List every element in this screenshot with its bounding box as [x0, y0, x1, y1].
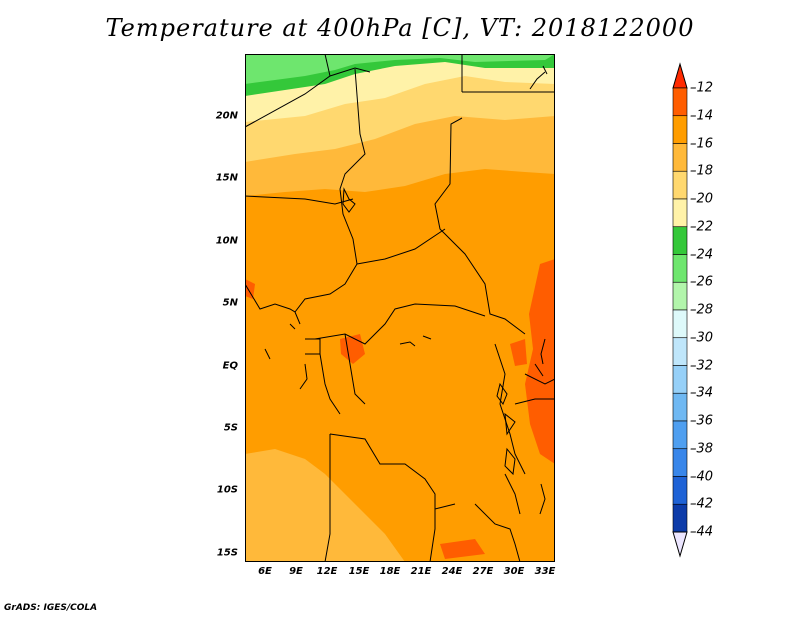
lon-label-6e: 6E: [258, 566, 272, 577]
lat-label-10n: 10N: [215, 235, 238, 247]
colorbar-swatch: [672, 503, 688, 533]
colorbar-label: –26: [690, 274, 714, 290]
field-band-26: [245, 54, 555, 84]
lon-label-9e: 9E: [289, 566, 303, 577]
colorbar-label: –28: [690, 302, 714, 318]
field-band-12-spot-2: [510, 339, 527, 366]
field-band-12-east: [525, 259, 555, 464]
lat-label-15n: 15N: [215, 172, 238, 184]
colorbar-swatch: [672, 448, 688, 477]
lon-label-15e: 15E: [348, 566, 370, 577]
colorbar-swatch: [672, 226, 688, 255]
colorbar-label: –42: [690, 496, 714, 512]
lon-label-33e: 33E: [534, 566, 556, 577]
colorbar-swatch: [672, 198, 688, 228]
colorbar-label: –30: [690, 330, 714, 346]
colorbar-label: –20: [690, 191, 714, 207]
colorbar-arrow-top: [672, 62, 688, 89]
colorbar-swatch: [672, 476, 688, 505]
field-band-16-south-2: [283, 474, 320, 534]
lakes: [264, 187, 546, 515]
colorbar-swatch: [672, 254, 688, 283]
lon-label-18e: 18E: [379, 566, 401, 577]
colorbar-swatch: [672, 309, 688, 339]
footer-credit: GrADS: IGES/COLA: [4, 603, 98, 613]
colorbar-arrow-bottom: [672, 531, 688, 558]
lat-label-10s: 10S: [216, 484, 238, 496]
red-sea-coast: [529, 65, 548, 90]
lon-label-27e: 27E: [472, 566, 494, 577]
colorbar-label: –40: [690, 469, 714, 484]
map-border: [245, 54, 555, 562]
lon-label-12e: 12E: [316, 566, 338, 577]
colorbar-swatch: [672, 365, 688, 394]
map-title: Temperature at 400hPa [C], VT: 201812200…: [105, 14, 695, 42]
colorbar-swatch: [672, 281, 688, 311]
colorbar-swatch: [672, 115, 688, 144]
lat-label-20n: 20N: [215, 110, 238, 122]
lon-label-24e: 24E: [441, 566, 463, 577]
temperature-map: [245, 54, 555, 562]
field-band-12-spot-3: [440, 539, 485, 559]
colorbar-label: –16: [690, 136, 714, 151]
colorbar-label: –14: [690, 108, 714, 124]
colorbar-label: –38: [690, 441, 714, 457]
lat-label-5s: 5S: [223, 422, 238, 434]
colorbar-label: –34: [690, 385, 714, 401]
lat-label-15s: 15S: [216, 547, 238, 559]
colorbar-label: –44: [690, 524, 714, 540]
country-borders: [245, 54, 555, 562]
colorbar-swatch: [672, 392, 688, 422]
lat-label-5n: 5N: [222, 297, 238, 309]
lon-label-21e: 21E: [410, 566, 432, 577]
colorbar-label: –12: [690, 80, 714, 96]
lat-label-eq: EQ: [222, 360, 238, 372]
colorbar-label: –36: [690, 413, 714, 429]
field-band-12-spot-4: [245, 279, 255, 299]
colorbar-label: –24: [690, 247, 714, 262]
colorbar-swatch: [672, 337, 688, 366]
colorbar-swatch: [672, 143, 688, 172]
colorbar-label: –22: [690, 219, 714, 235]
colorbar-swatch: [672, 420, 688, 450]
colorbar-label: –32: [690, 358, 714, 373]
colorbar-swatch: [672, 170, 688, 200]
colorbar: [665, 62, 695, 558]
colorbar-swatch: [672, 87, 688, 117]
colorbar-label: –18: [690, 163, 714, 179]
lon-label-30e: 30E: [503, 566, 525, 577]
